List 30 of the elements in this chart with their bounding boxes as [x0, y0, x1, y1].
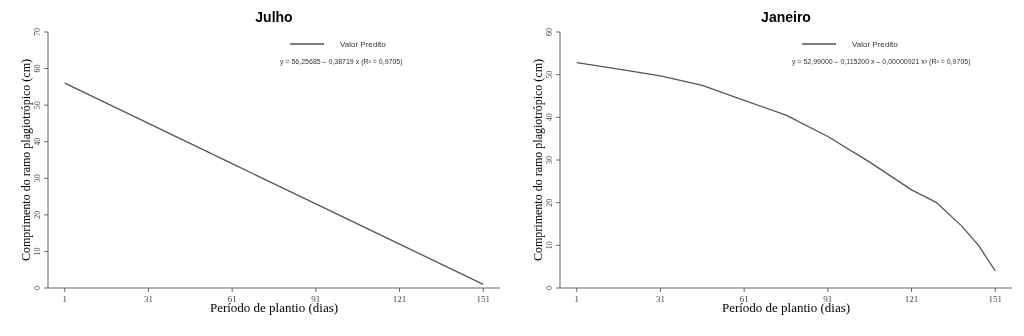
y-tick-label: 30 [545, 156, 554, 164]
x-tick-label: 121 [392, 294, 407, 304]
y-tick-label: 30 [33, 174, 42, 183]
legend-label: Valor Predito [852, 40, 899, 49]
y-tick-label: 50 [545, 70, 554, 79]
x-tick-label: 151 [476, 294, 491, 304]
x-tick-label: 121 [904, 294, 919, 304]
x-tick-label: 1 [574, 294, 579, 304]
y-tick-label: 40 [33, 137, 42, 146]
y-tick-label: 20 [33, 210, 42, 219]
x-tick-label: 151 [988, 294, 1003, 304]
y-tick-label: 70 [33, 28, 42, 36]
y-tick-label: 20 [545, 198, 554, 207]
x-tick-label: 31 [655, 294, 665, 304]
x-tick-label: 1 [62, 294, 67, 304]
y-axis-title: Comprimento do ramo plagiotrópico (cm) [19, 59, 33, 261]
y-tick-label: 40 [545, 113, 554, 122]
x-tick-label: 31 [143, 294, 153, 304]
chart-title: Julho [255, 9, 293, 25]
y-tick-label: 0 [545, 286, 554, 290]
y-axis-title: Comprimento do ramo plagiotrópico (cm) [531, 59, 545, 261]
y-tick-label: 10 [33, 247, 42, 256]
line-series [64, 82, 484, 285]
chart-title: Janeiro [761, 9, 811, 25]
y-tick-label: 60 [33, 64, 42, 73]
y-tick-label: 10 [545, 241, 554, 250]
legend-label: Valor Predito [340, 40, 387, 49]
y-tick-label: 0 [33, 286, 42, 290]
y-tick-label: 50 [33, 101, 42, 110]
y-tick-label: 60 [545, 28, 554, 36]
